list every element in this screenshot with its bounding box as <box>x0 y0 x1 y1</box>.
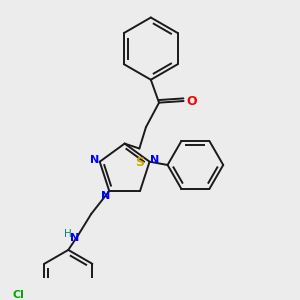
Text: O: O <box>187 94 197 107</box>
Text: H: H <box>64 229 71 238</box>
Text: Cl: Cl <box>13 290 25 300</box>
Text: N: N <box>90 155 99 165</box>
Text: N: N <box>70 233 80 243</box>
Text: N: N <box>150 155 160 165</box>
Text: N: N <box>101 191 110 201</box>
Text: S: S <box>135 156 144 169</box>
